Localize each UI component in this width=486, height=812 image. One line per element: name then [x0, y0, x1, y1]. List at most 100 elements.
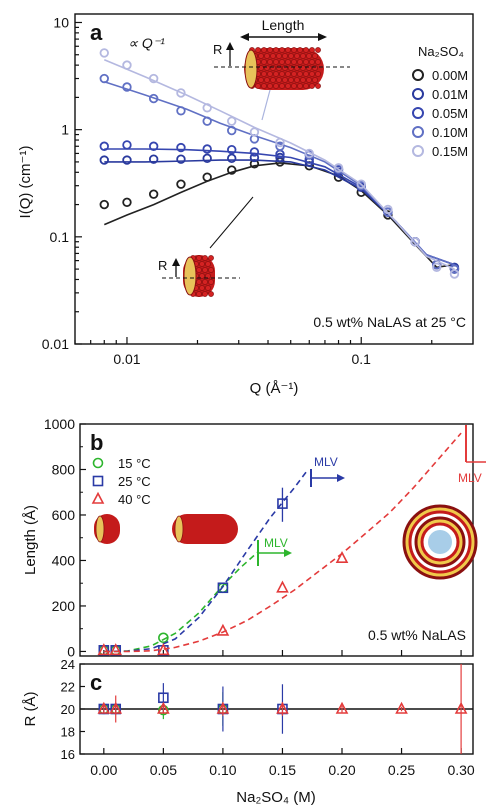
- data-point-0.00M: [383, 210, 393, 220]
- legend-label-b: 25 °C: [118, 474, 151, 489]
- mlv-label-green: MLV: [264, 536, 288, 550]
- short-bead: [202, 279, 208, 285]
- x-tick-label-c: 0.30: [447, 762, 474, 778]
- short-bead: [202, 267, 208, 273]
- rod-pointer-line: [261, 89, 271, 121]
- x-tick-label-a: 0.01: [113, 351, 140, 367]
- panel-b-label: b: [90, 430, 103, 455]
- data-point-0.05M: [122, 140, 132, 150]
- r-label-top: R: [213, 42, 222, 57]
- rod-bead: [273, 71, 279, 77]
- rod-bead: [297, 59, 303, 65]
- rod-bead: [261, 71, 267, 77]
- rod-bead: [312, 77, 318, 83]
- slope-annotation: ∝ Q⁻¹: [128, 35, 165, 51]
- rod-bead: [258, 77, 264, 83]
- legend-marker-a: [412, 88, 424, 100]
- legend-marker-b: [92, 475, 104, 487]
- legend-b: 15 °C 25 °C 40 °C: [91, 456, 151, 507]
- rod-bead: [267, 47, 273, 53]
- legend-title: Na₂SO₄: [418, 44, 464, 59]
- rod-bead: [288, 65, 294, 71]
- rod-bead: [279, 47, 285, 53]
- short-bead: [205, 285, 211, 291]
- short-bead: [208, 267, 214, 273]
- rod-bead: [273, 47, 279, 53]
- rod-bead: [261, 47, 267, 53]
- legend-label-a: 0.01M: [432, 87, 468, 102]
- panel-b-note: 0.5 wt% NaLAS: [368, 627, 466, 643]
- rod-bead: [285, 47, 291, 53]
- data-point-0.01M: [99, 155, 109, 165]
- short-micelle-icon: [183, 255, 215, 297]
- data-point-0.10M: [202, 116, 212, 126]
- y-tick-label-c: 20: [61, 702, 75, 717]
- data-point-0.10M: [449, 264, 460, 274]
- y-tick-label-a: 0.01: [42, 336, 69, 352]
- x-tick-label-c: 0.05: [150, 762, 177, 778]
- panel-a-axes: 0.01 0.1 0.01 0.1 1 10: [42, 14, 433, 367]
- short-bead: [202, 255, 208, 261]
- data-point-0.00M: [176, 179, 186, 189]
- elongated-micelle-icon: [172, 514, 238, 544]
- panel-a-plot: [99, 48, 460, 279]
- length-label: Length: [262, 17, 305, 33]
- data-point-0.01M: [148, 154, 159, 164]
- y-tick-label-b: 400: [52, 552, 76, 568]
- rod-bead: [312, 53, 318, 59]
- rod-bead: [279, 59, 285, 65]
- data-point-40 °C: [109, 643, 123, 656]
- data-point-0.01M: [202, 153, 212, 164]
- mlv-marker-red: MLV: [458, 425, 486, 485]
- r-arrow-top-head: [226, 42, 234, 50]
- short-bead: [196, 255, 202, 261]
- rod-bead: [315, 83, 321, 89]
- y-tick-label-c: 18: [61, 725, 75, 740]
- rod-bead: [267, 83, 273, 89]
- short-bead: [208, 291, 214, 297]
- data-point-0.10M: [122, 82, 132, 92]
- legend-marker-a: [412, 126, 424, 138]
- rod-bead: [264, 53, 270, 59]
- panel-c: c 16 18 20 22 24 0.00 0.05 0.10 0.15 0.20 0.25 0.30…: [22, 657, 475, 806]
- rod-bead: [303, 71, 309, 77]
- y-tick-label-b: 800: [52, 461, 76, 477]
- short-bead: [196, 267, 202, 273]
- panel-c-xlabel: Na₂SO₄ (M): [236, 789, 315, 806]
- rod-bead: [267, 59, 273, 65]
- rod-bead: [309, 47, 315, 53]
- panel-a-ylabel: I(Q) (cm⁻¹): [17, 146, 34, 219]
- panel-b-plot: [97, 432, 462, 656]
- legend-marker-a: [412, 107, 424, 119]
- spherical-micelle-icon: [94, 514, 120, 544]
- rod-bead: [270, 65, 276, 71]
- y-tick-label-b: 600: [52, 507, 76, 523]
- data-point-0.15M: [356, 179, 366, 189]
- data-point-0.01M: [227, 153, 237, 164]
- rod-bead: [285, 59, 291, 65]
- rod-bead: [288, 53, 294, 59]
- rod-bead: [279, 83, 285, 89]
- rod-micelle-beads: [249, 47, 321, 89]
- legend-marker-b: [91, 491, 105, 504]
- short-pointer-line: [209, 196, 254, 249]
- panel-b-axes: 0 200 400 600 800 1000: [44, 416, 462, 659]
- x-tick-label-c: 0.25: [388, 762, 415, 778]
- short-bead: [205, 261, 211, 267]
- data-point-0.05M: [249, 147, 260, 157]
- rod-bead: [297, 71, 303, 77]
- rod-bead: [297, 47, 303, 53]
- data-point-40 °C: [157, 701, 170, 714]
- data-point-40 °C: [276, 701, 289, 714]
- rod-bead: [303, 83, 309, 89]
- y-tick-label-a: 1: [61, 122, 69, 138]
- fit-line-0.15M: [103, 58, 455, 270]
- panel-a-frame: [74, 13, 474, 345]
- mlv-marker-blue: MLV: [310, 455, 345, 487]
- rod-bead: [306, 77, 312, 83]
- data-point-0.05M: [176, 142, 186, 153]
- x-tick-label-c: 0.20: [328, 762, 355, 778]
- data-point-0.15M: [383, 204, 393, 215]
- mlv-label-red: MLV: [458, 471, 482, 485]
- y-tick-label-b: 1000: [44, 416, 75, 432]
